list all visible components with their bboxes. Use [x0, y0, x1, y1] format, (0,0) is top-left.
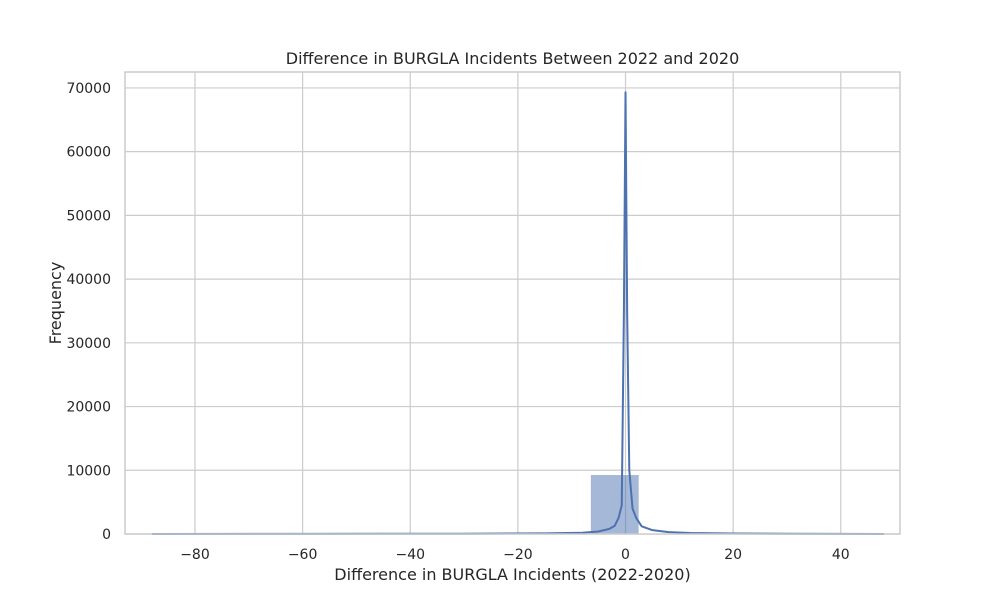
x-axis-label: Difference in BURGLA Incidents (2022-202…: [334, 565, 690, 584]
x-tick-label: 20: [724, 547, 742, 563]
x-tick-label: −60: [288, 547, 318, 563]
x-tick-label: 0: [621, 547, 630, 563]
y-tick-label: 50000: [66, 208, 111, 224]
y-tick-label: 30000: [66, 336, 111, 352]
plot-frame: [124, 71, 901, 535]
x-tick-label: −20: [503, 547, 533, 563]
x-tick-label: −80: [180, 547, 210, 563]
x-axis-ticks: −80 −60 −40 −20 0 20 40: [180, 547, 850, 563]
y-tick-label: 20000: [66, 400, 111, 416]
y-tick-label: 0: [102, 527, 111, 543]
grid-lines: [125, 72, 900, 535]
chart-title: Difference in BURGLA Incidents Between 2…: [286, 49, 740, 68]
y-tick-label: 60000: [66, 145, 111, 161]
y-tick-label: 70000: [66, 81, 111, 97]
x-tick-label: −40: [395, 547, 425, 563]
x-tick-label: 40: [832, 547, 850, 563]
kde-curve-group: [151, 91, 884, 535]
y-tick-label: 40000: [66, 272, 111, 288]
y-axis-label: Frequency: [46, 262, 65, 345]
y-tick-label: 10000: [66, 463, 111, 479]
y-axis-ticks: 0 10000 20000 30000 40000 50000 60000 70000: [66, 81, 111, 543]
kde-line: [151, 91, 884, 535]
